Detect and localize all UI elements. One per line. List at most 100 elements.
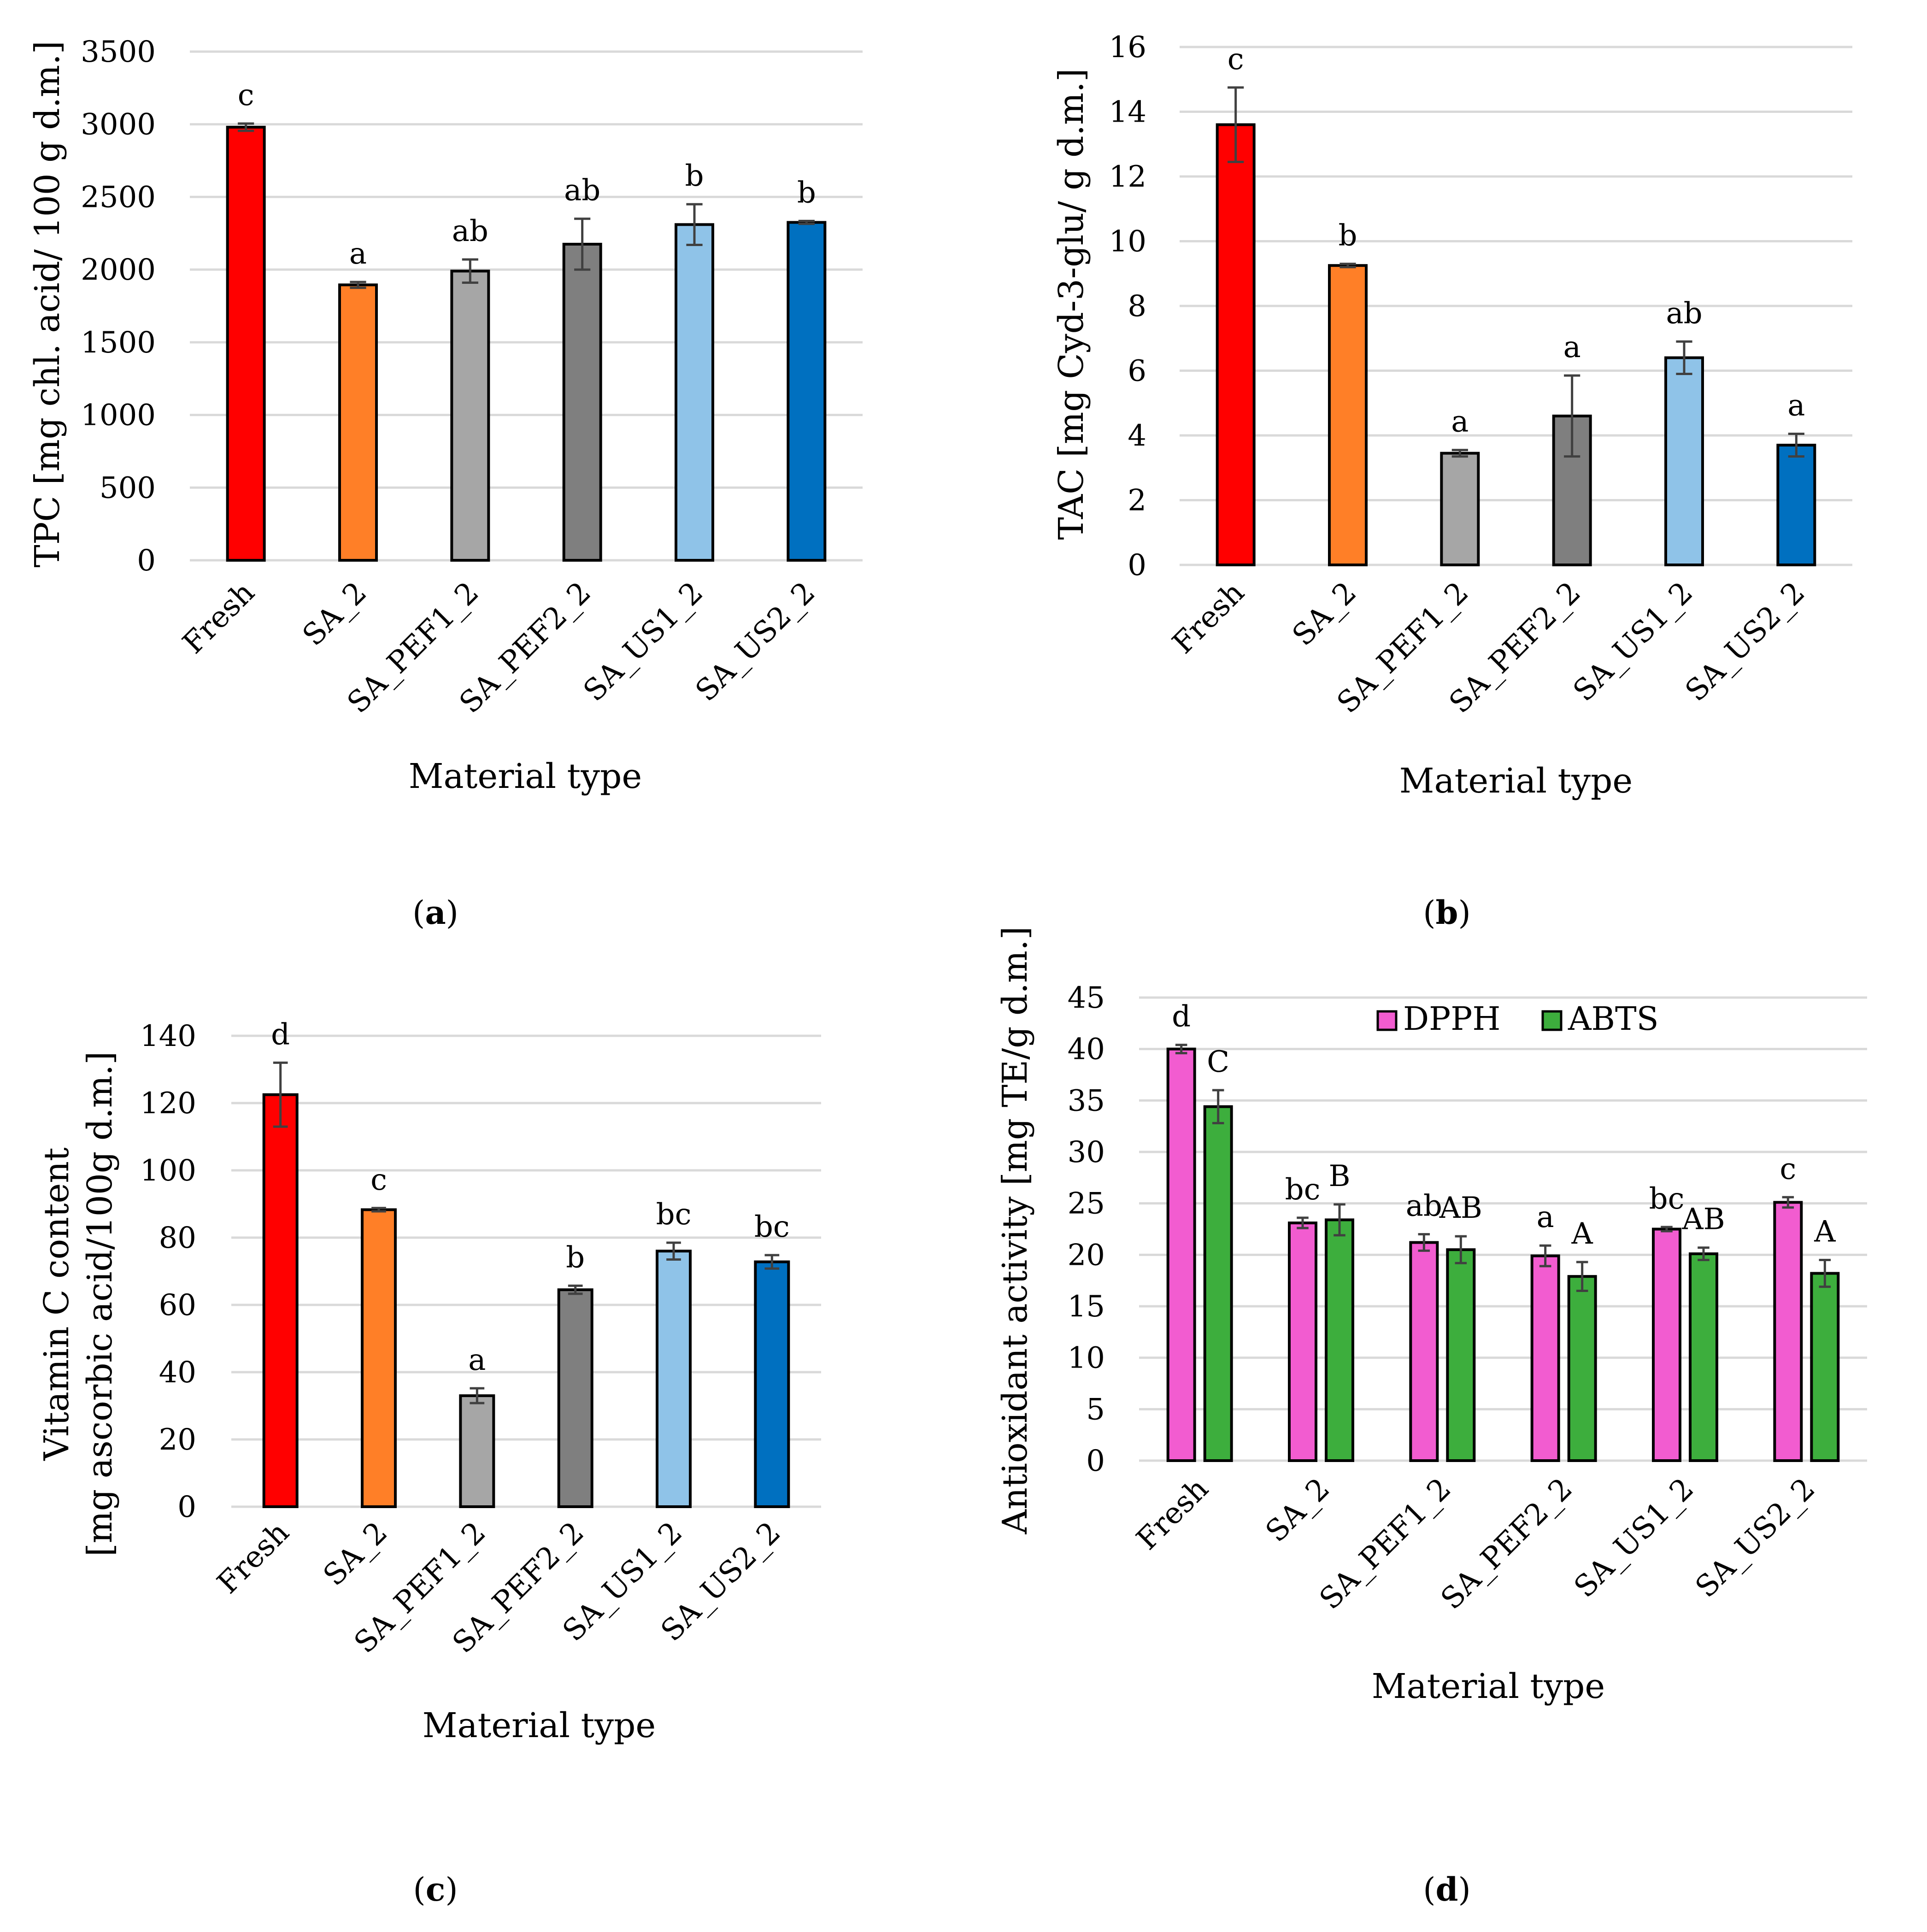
y-tick-label-d: 45 <box>1068 981 1105 1015</box>
bar-d-abts-4 <box>1689 1252 1718 1462</box>
significance-label-b-0: c <box>1228 42 1244 76</box>
y-tick-label-d: 40 <box>1068 1033 1105 1067</box>
significance-label-d-dpph-3: a <box>1537 1200 1554 1234</box>
y-tick-label-d: 25 <box>1068 1187 1105 1221</box>
y-tick-label-a: 1500 <box>81 326 156 360</box>
y-tick-label-b: 4 <box>1128 419 1146 453</box>
y-tick-label-a: 500 <box>100 471 156 505</box>
y-tick-label-d: 15 <box>1068 1290 1105 1324</box>
significance-label-a-5: b <box>797 176 816 210</box>
bar-b-1 <box>1328 264 1368 566</box>
significance-label-d-dpph-2: ab <box>1406 1189 1442 1223</box>
bar-c-4 <box>656 1250 692 1508</box>
y-tick-label-d: 5 <box>1086 1392 1105 1427</box>
y-tick-label-c: 80 <box>159 1221 196 1255</box>
y-tick-label-c: 0 <box>177 1490 196 1524</box>
significance-label-d-dpph-0: d <box>1172 1000 1191 1034</box>
significance-label-c-0: d <box>271 1017 290 1051</box>
significance-label-a-0: c <box>238 78 254 112</box>
y-tick-label-d: 0 <box>1086 1444 1105 1478</box>
y-tick-label-b: 6 <box>1128 354 1146 388</box>
y-tick-label-a: 2500 <box>81 180 156 214</box>
significance-label-c-3: b <box>566 1240 585 1274</box>
significance-label-d-dpph-1: bc <box>1285 1173 1321 1207</box>
bar-d-dpph-1 <box>1288 1221 1317 1462</box>
y-axis-title-a: TPC [mg chl. acid/ 100 g d.m.] <box>28 41 67 567</box>
bar-a-4 <box>675 223 714 562</box>
bar-d-dpph-0 <box>1166 1047 1196 1462</box>
significance-label-b-1: b <box>1339 219 1357 253</box>
y-tick-label-a: 0 <box>137 544 156 578</box>
bar-d-dpph-3 <box>1530 1254 1560 1462</box>
y-tick-label-b: 8 <box>1128 289 1146 323</box>
y-tick-label-a: 1000 <box>81 399 156 433</box>
y-tick-label-d: 30 <box>1068 1135 1105 1169</box>
legend-label-dpph: DPPH <box>1403 1000 1500 1038</box>
y-axis-title-b: TAC [mg Cyd-3-glu/ g d.m.] <box>1052 68 1091 540</box>
significance-label-b-3: a <box>1563 330 1581 364</box>
bar-c-5 <box>754 1260 790 1509</box>
panel-label-b: (b) <box>1423 893 1471 932</box>
y-tick-label-d: 35 <box>1068 1084 1105 1118</box>
significance-label-c-5: bc <box>754 1210 790 1244</box>
y-tick-label-a: 3500 <box>81 35 156 69</box>
y-axis-title-d: Antioxidant activity [mg TE/g d.m.] <box>995 927 1035 1535</box>
significance-label-d-abts-4: AB <box>1681 1203 1725 1237</box>
bar-b-0 <box>1216 123 1256 567</box>
bar-c-1 <box>361 1208 397 1508</box>
significance-label-a-2: ab <box>452 214 488 248</box>
bar-d-abts-2 <box>1446 1248 1476 1462</box>
significance-label-b-5: a <box>1787 388 1805 423</box>
y-tick-label-a: 3000 <box>81 108 156 142</box>
significance-label-a-3: ab <box>564 174 600 208</box>
significance-label-d-abts-3: A <box>1571 1217 1593 1251</box>
legend-d: DPPH ABTS <box>1376 1000 1659 1038</box>
significance-label-c-2: a <box>468 1343 486 1377</box>
bar-d-abts-3 <box>1567 1275 1597 1462</box>
panel-label-a: (a) <box>412 893 458 932</box>
y-tick-label-c: 20 <box>159 1423 196 1457</box>
bar-a-5 <box>787 221 827 562</box>
y-tick-label-b: 10 <box>1109 225 1146 259</box>
panel-label-c: (c) <box>413 1870 458 1909</box>
y-tick-label-c: 100 <box>140 1154 196 1188</box>
x-axis-title-c: Material type <box>423 1706 656 1745</box>
bar-c-0 <box>262 1093 299 1508</box>
bar-a-2 <box>450 270 490 562</box>
y-tick-label-b: 16 <box>1109 30 1146 65</box>
y-tick-label-b: 0 <box>1128 548 1146 582</box>
significance-label-d-dpph-4: bc <box>1649 1182 1685 1216</box>
y-tick-label-d: 20 <box>1068 1238 1105 1272</box>
y-tick-label-b: 14 <box>1109 95 1146 129</box>
bar-b-4 <box>1664 356 1704 567</box>
legend-swatch-abts <box>1541 1010 1563 1031</box>
x-axis-title-d: Material type <box>1372 1667 1605 1706</box>
bar-d-dpph-5 <box>1773 1201 1803 1462</box>
significance-label-c-1: c <box>370 1163 387 1197</box>
legend-label-abts: ABTS <box>1568 1000 1659 1038</box>
y-axis-title-c-line2: [mg ascorbic acid/100g d.m.] <box>80 1051 120 1557</box>
y-axis-title-c-line1: Vitamin C content <box>37 1147 76 1461</box>
panel-label-d: (d) <box>1423 1870 1471 1909</box>
bar-b-2 <box>1440 452 1480 567</box>
y-tick-label-c: 120 <box>140 1086 196 1121</box>
bar-a-0 <box>226 126 266 562</box>
significance-label-c-4: bc <box>656 1198 692 1232</box>
y-tick-label-d: 10 <box>1068 1341 1105 1375</box>
bar-d-abts-5 <box>1810 1272 1840 1462</box>
legend-swatch-dpph <box>1376 1010 1398 1031</box>
y-tick-label-c: 40 <box>159 1356 196 1390</box>
significance-label-d-abts-0: C <box>1207 1045 1229 1079</box>
y-tick-label-c: 60 <box>159 1288 196 1322</box>
y-tick-label-a: 2000 <box>81 253 156 287</box>
x-axis-title-b: Material type <box>1399 761 1633 801</box>
significance-label-d-abts-1: B <box>1328 1159 1350 1193</box>
bar-d-dpph-4 <box>1652 1227 1681 1462</box>
bar-c-2 <box>459 1394 495 1509</box>
significance-label-a-4: b <box>685 159 704 193</box>
bar-d-abts-1 <box>1325 1218 1354 1462</box>
significance-label-a-1: a <box>349 237 367 271</box>
y-tick-label-b: 2 <box>1128 484 1146 518</box>
